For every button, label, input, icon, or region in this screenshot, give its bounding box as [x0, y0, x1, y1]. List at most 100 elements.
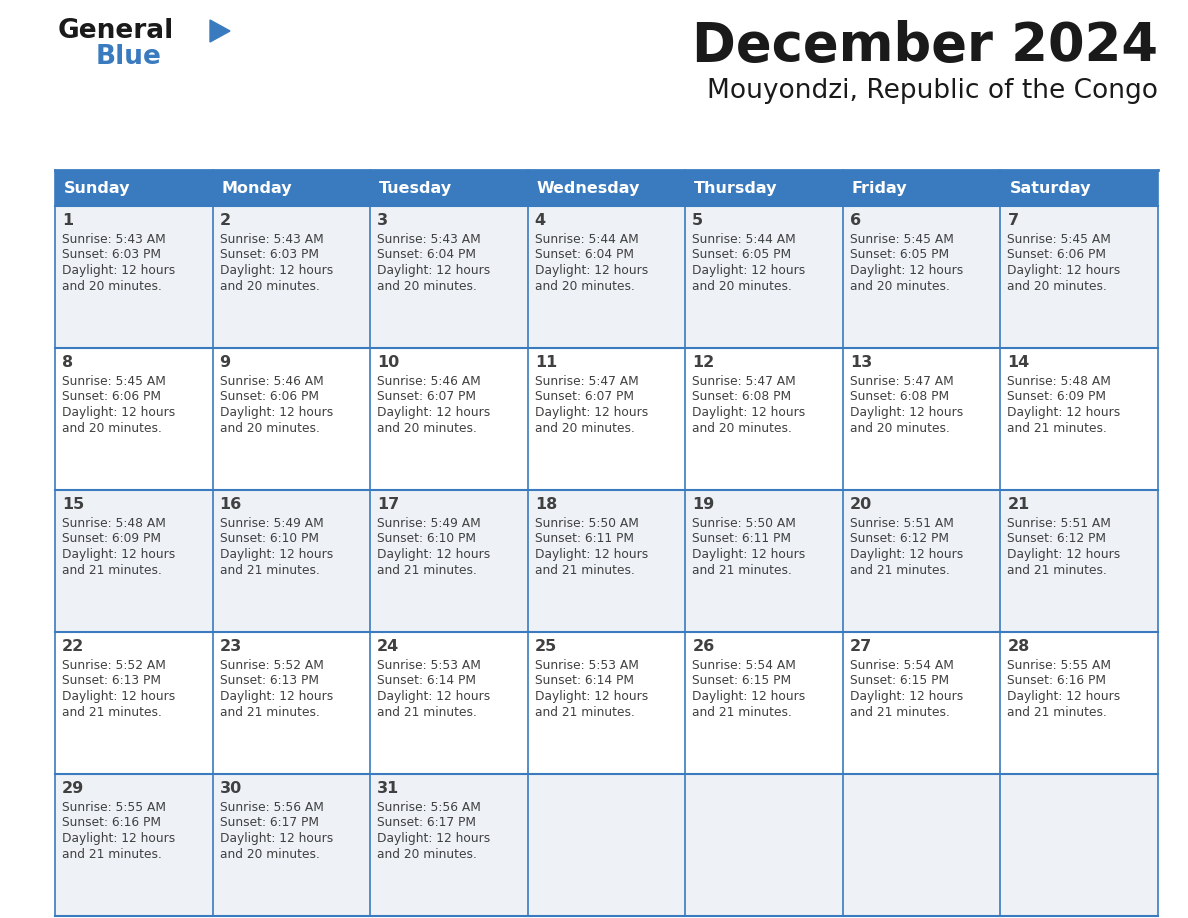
Bar	[1000, 206, 1158, 348]
Text: Daylight: 12 hours: Daylight: 12 hours	[377, 264, 491, 277]
Text: Sunrise: 5:55 AM: Sunrise: 5:55 AM	[1007, 659, 1112, 672]
Text: Daylight: 12 hours: Daylight: 12 hours	[62, 690, 176, 703]
Text: and 20 minutes.: and 20 minutes.	[62, 421, 162, 434]
Text: and 20 minutes.: and 20 minutes.	[1007, 279, 1107, 293]
Bar	[55, 206, 213, 348]
Text: and 21 minutes.: and 21 minutes.	[62, 706, 162, 719]
Text: Daylight: 12 hours: Daylight: 12 hours	[849, 690, 963, 703]
Text: 9: 9	[220, 355, 230, 370]
Text: Sunrise: 5:50 AM: Sunrise: 5:50 AM	[535, 517, 639, 530]
Text: Sunrise: 5:44 AM: Sunrise: 5:44 AM	[535, 233, 638, 246]
Text: 16: 16	[220, 497, 242, 512]
Text: Daylight: 12 hours: Daylight: 12 hours	[377, 548, 491, 561]
Bar	[685, 348, 842, 490]
Text: Sunset: 6:04 PM: Sunset: 6:04 PM	[377, 249, 476, 262]
Text: Sunrise: 5:51 AM: Sunrise: 5:51 AM	[1007, 517, 1111, 530]
Text: Sunrise: 5:47 AM: Sunrise: 5:47 AM	[693, 375, 796, 388]
Text: and 20 minutes.: and 20 minutes.	[535, 279, 634, 293]
Bar	[371, 348, 527, 490]
Text: Sunrise: 5:56 AM: Sunrise: 5:56 AM	[377, 801, 481, 814]
Text: Daylight: 12 hours: Daylight: 12 hours	[849, 406, 963, 419]
Text: Sunset: 6:05 PM: Sunset: 6:05 PM	[693, 249, 791, 262]
Text: 14: 14	[1007, 355, 1030, 370]
Bar	[371, 490, 527, 632]
Text: Daylight: 12 hours: Daylight: 12 hours	[849, 264, 963, 277]
Text: 17: 17	[377, 497, 399, 512]
Text: 23: 23	[220, 639, 242, 654]
Bar	[55, 490, 213, 632]
Bar	[527, 490, 685, 632]
Text: Sunrise: 5:55 AM: Sunrise: 5:55 AM	[62, 801, 166, 814]
Text: and 21 minutes.: and 21 minutes.	[693, 564, 792, 577]
Text: Daylight: 12 hours: Daylight: 12 hours	[535, 690, 647, 703]
Text: Sunday: Sunday	[64, 181, 131, 196]
Text: 13: 13	[849, 355, 872, 370]
Text: Sunset: 6:17 PM: Sunset: 6:17 PM	[220, 816, 318, 830]
Text: and 21 minutes.: and 21 minutes.	[693, 706, 792, 719]
Text: Sunrise: 5:45 AM: Sunrise: 5:45 AM	[849, 233, 954, 246]
Bar	[527, 632, 685, 774]
Text: 8: 8	[62, 355, 74, 370]
Text: Sunrise: 5:44 AM: Sunrise: 5:44 AM	[693, 233, 796, 246]
Text: Sunset: 6:03 PM: Sunset: 6:03 PM	[62, 249, 162, 262]
Bar	[842, 170, 1000, 206]
Text: Sunset: 6:08 PM: Sunset: 6:08 PM	[693, 390, 791, 404]
Bar	[213, 774, 371, 916]
Text: 6: 6	[849, 213, 861, 228]
Bar	[842, 206, 1000, 348]
Text: Sunset: 6:16 PM: Sunset: 6:16 PM	[62, 816, 162, 830]
Text: Sunrise: 5:52 AM: Sunrise: 5:52 AM	[62, 659, 166, 672]
Text: Daylight: 12 hours: Daylight: 12 hours	[693, 264, 805, 277]
Text: 15: 15	[62, 497, 84, 512]
Text: Daylight: 12 hours: Daylight: 12 hours	[849, 548, 963, 561]
Text: Sunrise: 5:45 AM: Sunrise: 5:45 AM	[1007, 233, 1111, 246]
Text: Daylight: 12 hours: Daylight: 12 hours	[220, 264, 333, 277]
Text: Daylight: 12 hours: Daylight: 12 hours	[1007, 548, 1120, 561]
Text: and 20 minutes.: and 20 minutes.	[220, 421, 320, 434]
Text: Friday: Friday	[852, 181, 908, 196]
Text: Daylight: 12 hours: Daylight: 12 hours	[535, 548, 647, 561]
Bar	[685, 170, 842, 206]
Text: Daylight: 12 hours: Daylight: 12 hours	[62, 264, 176, 277]
Text: and 21 minutes.: and 21 minutes.	[849, 706, 949, 719]
Text: 11: 11	[535, 355, 557, 370]
Bar	[55, 774, 213, 916]
Text: Daylight: 12 hours: Daylight: 12 hours	[220, 548, 333, 561]
Text: Mouyondzi, Republic of the Congo: Mouyondzi, Republic of the Congo	[707, 78, 1158, 104]
Bar	[1000, 632, 1158, 774]
Text: and 20 minutes.: and 20 minutes.	[693, 279, 792, 293]
Text: and 20 minutes.: and 20 minutes.	[377, 847, 478, 860]
Text: Sunrise: 5:49 AM: Sunrise: 5:49 AM	[220, 517, 323, 530]
Text: 27: 27	[849, 639, 872, 654]
Text: Sunrise: 5:54 AM: Sunrise: 5:54 AM	[849, 659, 954, 672]
Text: 22: 22	[62, 639, 84, 654]
Bar	[527, 206, 685, 348]
Text: Sunset: 6:13 PM: Sunset: 6:13 PM	[62, 675, 162, 688]
Bar	[213, 348, 371, 490]
Text: Sunset: 6:10 PM: Sunset: 6:10 PM	[220, 532, 318, 545]
Text: 20: 20	[849, 497, 872, 512]
Text: 4: 4	[535, 213, 545, 228]
Text: Sunrise: 5:56 AM: Sunrise: 5:56 AM	[220, 801, 323, 814]
Text: Sunrise: 5:46 AM: Sunrise: 5:46 AM	[377, 375, 481, 388]
Text: Sunset: 6:07 PM: Sunset: 6:07 PM	[535, 390, 633, 404]
Text: Sunset: 6:05 PM: Sunset: 6:05 PM	[849, 249, 949, 262]
Text: Sunset: 6:08 PM: Sunset: 6:08 PM	[849, 390, 949, 404]
Text: Blue: Blue	[96, 44, 162, 70]
Text: Daylight: 12 hours: Daylight: 12 hours	[62, 406, 176, 419]
Text: 7: 7	[1007, 213, 1018, 228]
Bar	[685, 774, 842, 916]
Text: and 20 minutes.: and 20 minutes.	[535, 421, 634, 434]
Bar	[371, 170, 527, 206]
Text: Sunrise: 5:50 AM: Sunrise: 5:50 AM	[693, 517, 796, 530]
Bar	[527, 170, 685, 206]
Text: 21: 21	[1007, 497, 1030, 512]
Text: 25: 25	[535, 639, 557, 654]
Text: and 21 minutes.: and 21 minutes.	[220, 706, 320, 719]
Bar	[1000, 170, 1158, 206]
Text: Tuesday: Tuesday	[379, 181, 453, 196]
Text: Daylight: 12 hours: Daylight: 12 hours	[62, 832, 176, 845]
Bar	[213, 170, 371, 206]
Text: Sunrise: 5:47 AM: Sunrise: 5:47 AM	[535, 375, 638, 388]
Text: Sunrise: 5:43 AM: Sunrise: 5:43 AM	[220, 233, 323, 246]
